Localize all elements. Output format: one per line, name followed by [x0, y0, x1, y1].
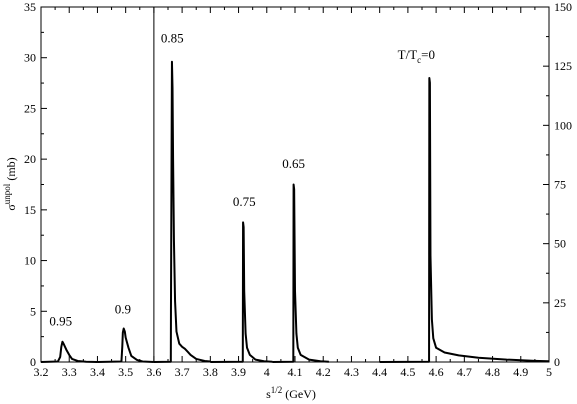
x-tick-label: 3.4 [90, 365, 105, 379]
peak-label-3: 0.85 [161, 31, 184, 46]
x-tick-label: 4.8 [485, 365, 500, 379]
x-tick-label: 3.5 [118, 365, 133, 379]
x-tick-label: 3.9 [231, 365, 246, 379]
x-tick-label: 3.8 [203, 365, 218, 379]
x-tick-label: 4.2 [316, 365, 331, 379]
peak-label-1: 0.95 [49, 313, 72, 328]
peak-label-suffix: =0 [421, 47, 435, 62]
x-tick-label: 4.1 [288, 365, 303, 379]
x-axis-ticks: 3.2 3.3 3.4 3.5 3.6 3.7 3.8 3.9 4 4.1 4.2 4.3 4.4 4.5… [34, 7, 552, 379]
x-tick-label: 3.6 [146, 365, 161, 379]
y-axis-title-unit: (mb) [4, 157, 18, 183]
peak-label-text: 0.85 [161, 31, 184, 46]
y-left-tick-label: 15 [24, 203, 36, 217]
y-axis-title-sup: unpol [2, 183, 12, 204]
y-right-tick-label: 100 [554, 118, 572, 132]
series-group [40, 60, 550, 363]
x-tick-label: 4.4 [372, 365, 387, 379]
x-tick-label: 4.6 [429, 365, 444, 379]
x-tick-label: 4.5 [400, 365, 415, 379]
x-axis-title: s1/2 (GeV) [266, 385, 316, 401]
x-tick-label: 4.7 [457, 365, 472, 379]
peak-label-5: 0.65 [282, 156, 305, 171]
x-tick-label: 3.2 [34, 365, 49, 379]
x-tick-label: 4 [264, 365, 270, 379]
y-right-tick-label: 125 [554, 59, 572, 73]
x-tick-label: 3.3 [62, 365, 77, 379]
y-right-tick-label: 0 [554, 355, 560, 369]
y-left-tick-label: 5 [30, 304, 36, 318]
y-left-tick-label: 20 [24, 152, 36, 166]
y-axis-title-left: σunpol (mb) [2, 157, 18, 210]
peak-label-text: 0.9 [115, 301, 131, 316]
y-left-tick-label: 35 [24, 0, 36, 14]
peak-labels: 0.95 0.9 0.85 0.75 0.65 T/Tc=0 [49, 31, 435, 329]
y-right-tick-label: 25 [554, 296, 566, 310]
y-right-axis-ticks: 0 25 50 75 100 125 150 [543, 0, 572, 369]
x-tick-label: 3.7 [175, 365, 190, 379]
y-right-tick-label: 75 [554, 178, 566, 192]
x-tick-label: 5 [546, 365, 552, 379]
series-line-1 [40, 340, 98, 363]
peak-label-text: 0.95 [49, 313, 72, 328]
peak-label-text: 0.75 [233, 194, 256, 209]
y-right-tick-label: 150 [554, 0, 572, 14]
x-axis-title-unit: (GeV) [282, 387, 316, 401]
peak-label-2: 0.9 [115, 301, 131, 316]
peak-label-subscript: c [417, 55, 421, 65]
peak-label-text: 0.65 [282, 156, 305, 171]
peak-label-6: T/Tc=0 [398, 47, 435, 65]
peak-label-4: 0.75 [233, 194, 256, 209]
x-axis-title-base: s [266, 387, 271, 401]
series-line-5 [272, 183, 329, 363]
x-axis-title-sup: 1/2 [271, 385, 283, 395]
series-line-2 [97, 327, 154, 363]
y-right-tick-label: 50 [554, 237, 566, 251]
y-left-tick-label: 30 [24, 51, 36, 65]
peak-label-text: T/T [398, 47, 418, 62]
y-axis-title-base: σ [4, 204, 18, 211]
x-tick-label: 4.3 [344, 365, 359, 379]
series-line-6 [379, 77, 550, 363]
y-left-tick-label: 10 [24, 254, 36, 268]
x-tick-label: 4.9 [513, 365, 528, 379]
y-left-tick-label: 25 [24, 101, 36, 115]
series-line-3 [153, 60, 211, 363]
series-line-4 [210, 221, 273, 363]
y-left-axis-ticks: 0 5 10 15 20 25 30 35 [24, 0, 47, 369]
y-left-tick-label: 0 [30, 355, 36, 369]
